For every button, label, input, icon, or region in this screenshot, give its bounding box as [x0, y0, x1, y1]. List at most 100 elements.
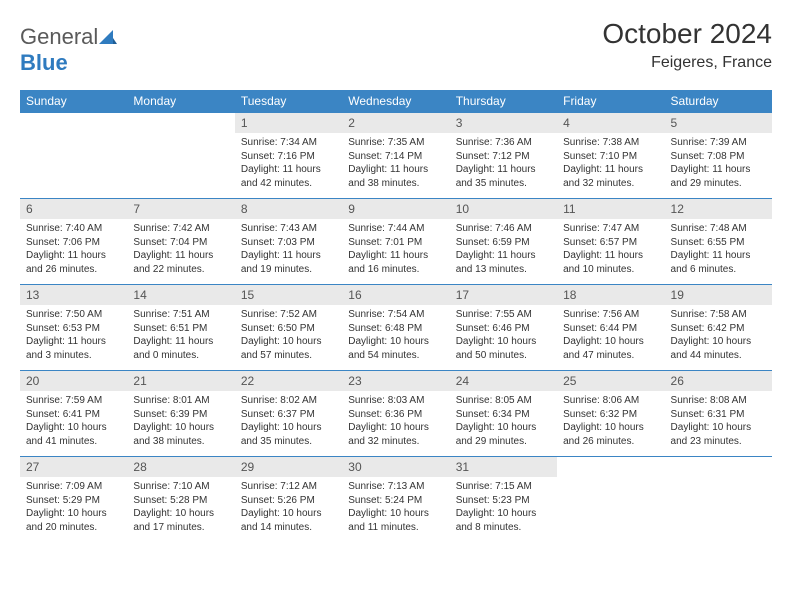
- day-details: Sunrise: 7:47 AMSunset: 6:57 PMDaylight:…: [557, 219, 664, 284]
- day-details: Sunrise: 8:02 AMSunset: 6:37 PMDaylight:…: [235, 391, 342, 456]
- week-row: 27Sunrise: 7:09 AMSunset: 5:29 PMDayligh…: [20, 457, 772, 543]
- day-details: Sunrise: 7:56 AMSunset: 6:44 PMDaylight:…: [557, 305, 664, 370]
- week-row: 1Sunrise: 7:34 AMSunset: 7:16 PMDaylight…: [20, 113, 772, 199]
- day-cell: 10Sunrise: 7:46 AMSunset: 6:59 PMDayligh…: [450, 199, 557, 285]
- day-number: 13: [20, 285, 127, 305]
- brand-part1: General: [20, 24, 98, 49]
- day-details: Sunrise: 7:48 AMSunset: 6:55 PMDaylight:…: [665, 219, 772, 284]
- day-details: Sunrise: 7:55 AMSunset: 6:46 PMDaylight:…: [450, 305, 557, 370]
- day-cell: 2Sunrise: 7:35 AMSunset: 7:14 PMDaylight…: [342, 113, 449, 199]
- day-cell: [665, 457, 772, 543]
- day-cell: 4Sunrise: 7:38 AMSunset: 7:10 PMDaylight…: [557, 113, 664, 199]
- day-number: 29: [235, 457, 342, 477]
- day-cell: 15Sunrise: 7:52 AMSunset: 6:50 PMDayligh…: [235, 285, 342, 371]
- day-details: Sunrise: 7:10 AMSunset: 5:28 PMDaylight:…: [127, 477, 234, 542]
- day-number: 21: [127, 371, 234, 391]
- dow-thursday: Thursday: [450, 90, 557, 113]
- day-details: Sunrise: 7:42 AMSunset: 7:04 PMDaylight:…: [127, 219, 234, 284]
- day-number: 31: [450, 457, 557, 477]
- day-details: Sunrise: 7:43 AMSunset: 7:03 PMDaylight:…: [235, 219, 342, 284]
- day-details: Sunrise: 8:06 AMSunset: 6:32 PMDaylight:…: [557, 391, 664, 456]
- day-details: Sunrise: 8:01 AMSunset: 6:39 PMDaylight:…: [127, 391, 234, 456]
- day-number: 16: [342, 285, 449, 305]
- sail-icon: [99, 24, 117, 50]
- brand-part2: Blue: [20, 50, 68, 75]
- day-details: [127, 133, 234, 158]
- title-block: October 2024 Feigeres, France: [602, 18, 772, 72]
- day-details: Sunrise: 7:52 AMSunset: 6:50 PMDaylight:…: [235, 305, 342, 370]
- day-details: Sunrise: 7:44 AMSunset: 7:01 PMDaylight:…: [342, 219, 449, 284]
- day-details: [665, 477, 772, 502]
- day-number: 9: [342, 199, 449, 219]
- day-details: Sunrise: 7:51 AMSunset: 6:51 PMDaylight:…: [127, 305, 234, 370]
- day-cell: 6Sunrise: 7:40 AMSunset: 7:06 PMDaylight…: [20, 199, 127, 285]
- day-number: 24: [450, 371, 557, 391]
- day-number: 10: [450, 199, 557, 219]
- day-cell: 17Sunrise: 7:55 AMSunset: 6:46 PMDayligh…: [450, 285, 557, 371]
- day-of-week-row: Sunday Monday Tuesday Wednesday Thursday…: [20, 90, 772, 113]
- day-cell: 28Sunrise: 7:10 AMSunset: 5:28 PMDayligh…: [127, 457, 234, 543]
- dow-sunday: Sunday: [20, 90, 127, 113]
- day-cell: 23Sunrise: 8:03 AMSunset: 6:36 PMDayligh…: [342, 371, 449, 457]
- day-number: 4: [557, 113, 664, 133]
- day-number: [557, 457, 664, 477]
- location: Feigeres, France: [602, 54, 772, 72]
- day-cell: 20Sunrise: 7:59 AMSunset: 6:41 PMDayligh…: [20, 371, 127, 457]
- day-details: Sunrise: 7:12 AMSunset: 5:26 PMDaylight:…: [235, 477, 342, 542]
- day-number: 2: [342, 113, 449, 133]
- day-number: 25: [557, 371, 664, 391]
- day-details: Sunrise: 8:08 AMSunset: 6:31 PMDaylight:…: [665, 391, 772, 456]
- day-cell: 8Sunrise: 7:43 AMSunset: 7:03 PMDaylight…: [235, 199, 342, 285]
- dow-tuesday: Tuesday: [235, 90, 342, 113]
- day-number: 1: [235, 113, 342, 133]
- day-cell: 29Sunrise: 7:12 AMSunset: 5:26 PMDayligh…: [235, 457, 342, 543]
- dow-saturday: Saturday: [665, 90, 772, 113]
- calendar-table: Sunday Monday Tuesday Wednesday Thursday…: [20, 90, 772, 542]
- day-number: 19: [665, 285, 772, 305]
- day-number: 6: [20, 199, 127, 219]
- day-number: 28: [127, 457, 234, 477]
- day-details: Sunrise: 7:38 AMSunset: 7:10 PMDaylight:…: [557, 133, 664, 198]
- day-cell: 5Sunrise: 7:39 AMSunset: 7:08 PMDaylight…: [665, 113, 772, 199]
- day-cell: 11Sunrise: 7:47 AMSunset: 6:57 PMDayligh…: [557, 199, 664, 285]
- day-cell: 13Sunrise: 7:50 AMSunset: 6:53 PMDayligh…: [20, 285, 127, 371]
- day-number: 26: [665, 371, 772, 391]
- day-number: 18: [557, 285, 664, 305]
- day-number: 3: [450, 113, 557, 133]
- day-number: 5: [665, 113, 772, 133]
- day-number: 22: [235, 371, 342, 391]
- day-cell: [557, 457, 664, 543]
- day-number: 15: [235, 285, 342, 305]
- day-number: 27: [20, 457, 127, 477]
- day-details: Sunrise: 7:54 AMSunset: 6:48 PMDaylight:…: [342, 305, 449, 370]
- day-details: Sunrise: 7:15 AMSunset: 5:23 PMDaylight:…: [450, 477, 557, 542]
- day-number: [665, 457, 772, 477]
- day-number: 12: [665, 199, 772, 219]
- day-cell: 27Sunrise: 7:09 AMSunset: 5:29 PMDayligh…: [20, 457, 127, 543]
- day-details: Sunrise: 7:09 AMSunset: 5:29 PMDaylight:…: [20, 477, 127, 542]
- day-number: 14: [127, 285, 234, 305]
- day-cell: 1Sunrise: 7:34 AMSunset: 7:16 PMDaylight…: [235, 113, 342, 199]
- day-number: 23: [342, 371, 449, 391]
- header: GeneralBlue October 2024 Feigeres, Franc…: [20, 18, 772, 76]
- week-row: 20Sunrise: 7:59 AMSunset: 6:41 PMDayligh…: [20, 371, 772, 457]
- day-cell: 19Sunrise: 7:58 AMSunset: 6:42 PMDayligh…: [665, 285, 772, 371]
- day-cell: 18Sunrise: 7:56 AMSunset: 6:44 PMDayligh…: [557, 285, 664, 371]
- calendar-body: 1Sunrise: 7:34 AMSunset: 7:16 PMDaylight…: [20, 113, 772, 543]
- day-number: 17: [450, 285, 557, 305]
- dow-monday: Monday: [127, 90, 234, 113]
- day-details: Sunrise: 7:46 AMSunset: 6:59 PMDaylight:…: [450, 219, 557, 284]
- day-cell: 30Sunrise: 7:13 AMSunset: 5:24 PMDayligh…: [342, 457, 449, 543]
- day-cell: 14Sunrise: 7:51 AMSunset: 6:51 PMDayligh…: [127, 285, 234, 371]
- day-cell: 3Sunrise: 7:36 AMSunset: 7:12 PMDaylight…: [450, 113, 557, 199]
- day-details: Sunrise: 7:39 AMSunset: 7:08 PMDaylight:…: [665, 133, 772, 198]
- day-number: [127, 113, 234, 133]
- day-number: 11: [557, 199, 664, 219]
- day-details: Sunrise: 8:03 AMSunset: 6:36 PMDaylight:…: [342, 391, 449, 456]
- day-details: Sunrise: 7:13 AMSunset: 5:24 PMDaylight:…: [342, 477, 449, 542]
- day-details: Sunrise: 7:59 AMSunset: 6:41 PMDaylight:…: [20, 391, 127, 456]
- day-cell: 7Sunrise: 7:42 AMSunset: 7:04 PMDaylight…: [127, 199, 234, 285]
- day-details: Sunrise: 7:34 AMSunset: 7:16 PMDaylight:…: [235, 133, 342, 198]
- day-cell: 9Sunrise: 7:44 AMSunset: 7:01 PMDaylight…: [342, 199, 449, 285]
- day-number: 7: [127, 199, 234, 219]
